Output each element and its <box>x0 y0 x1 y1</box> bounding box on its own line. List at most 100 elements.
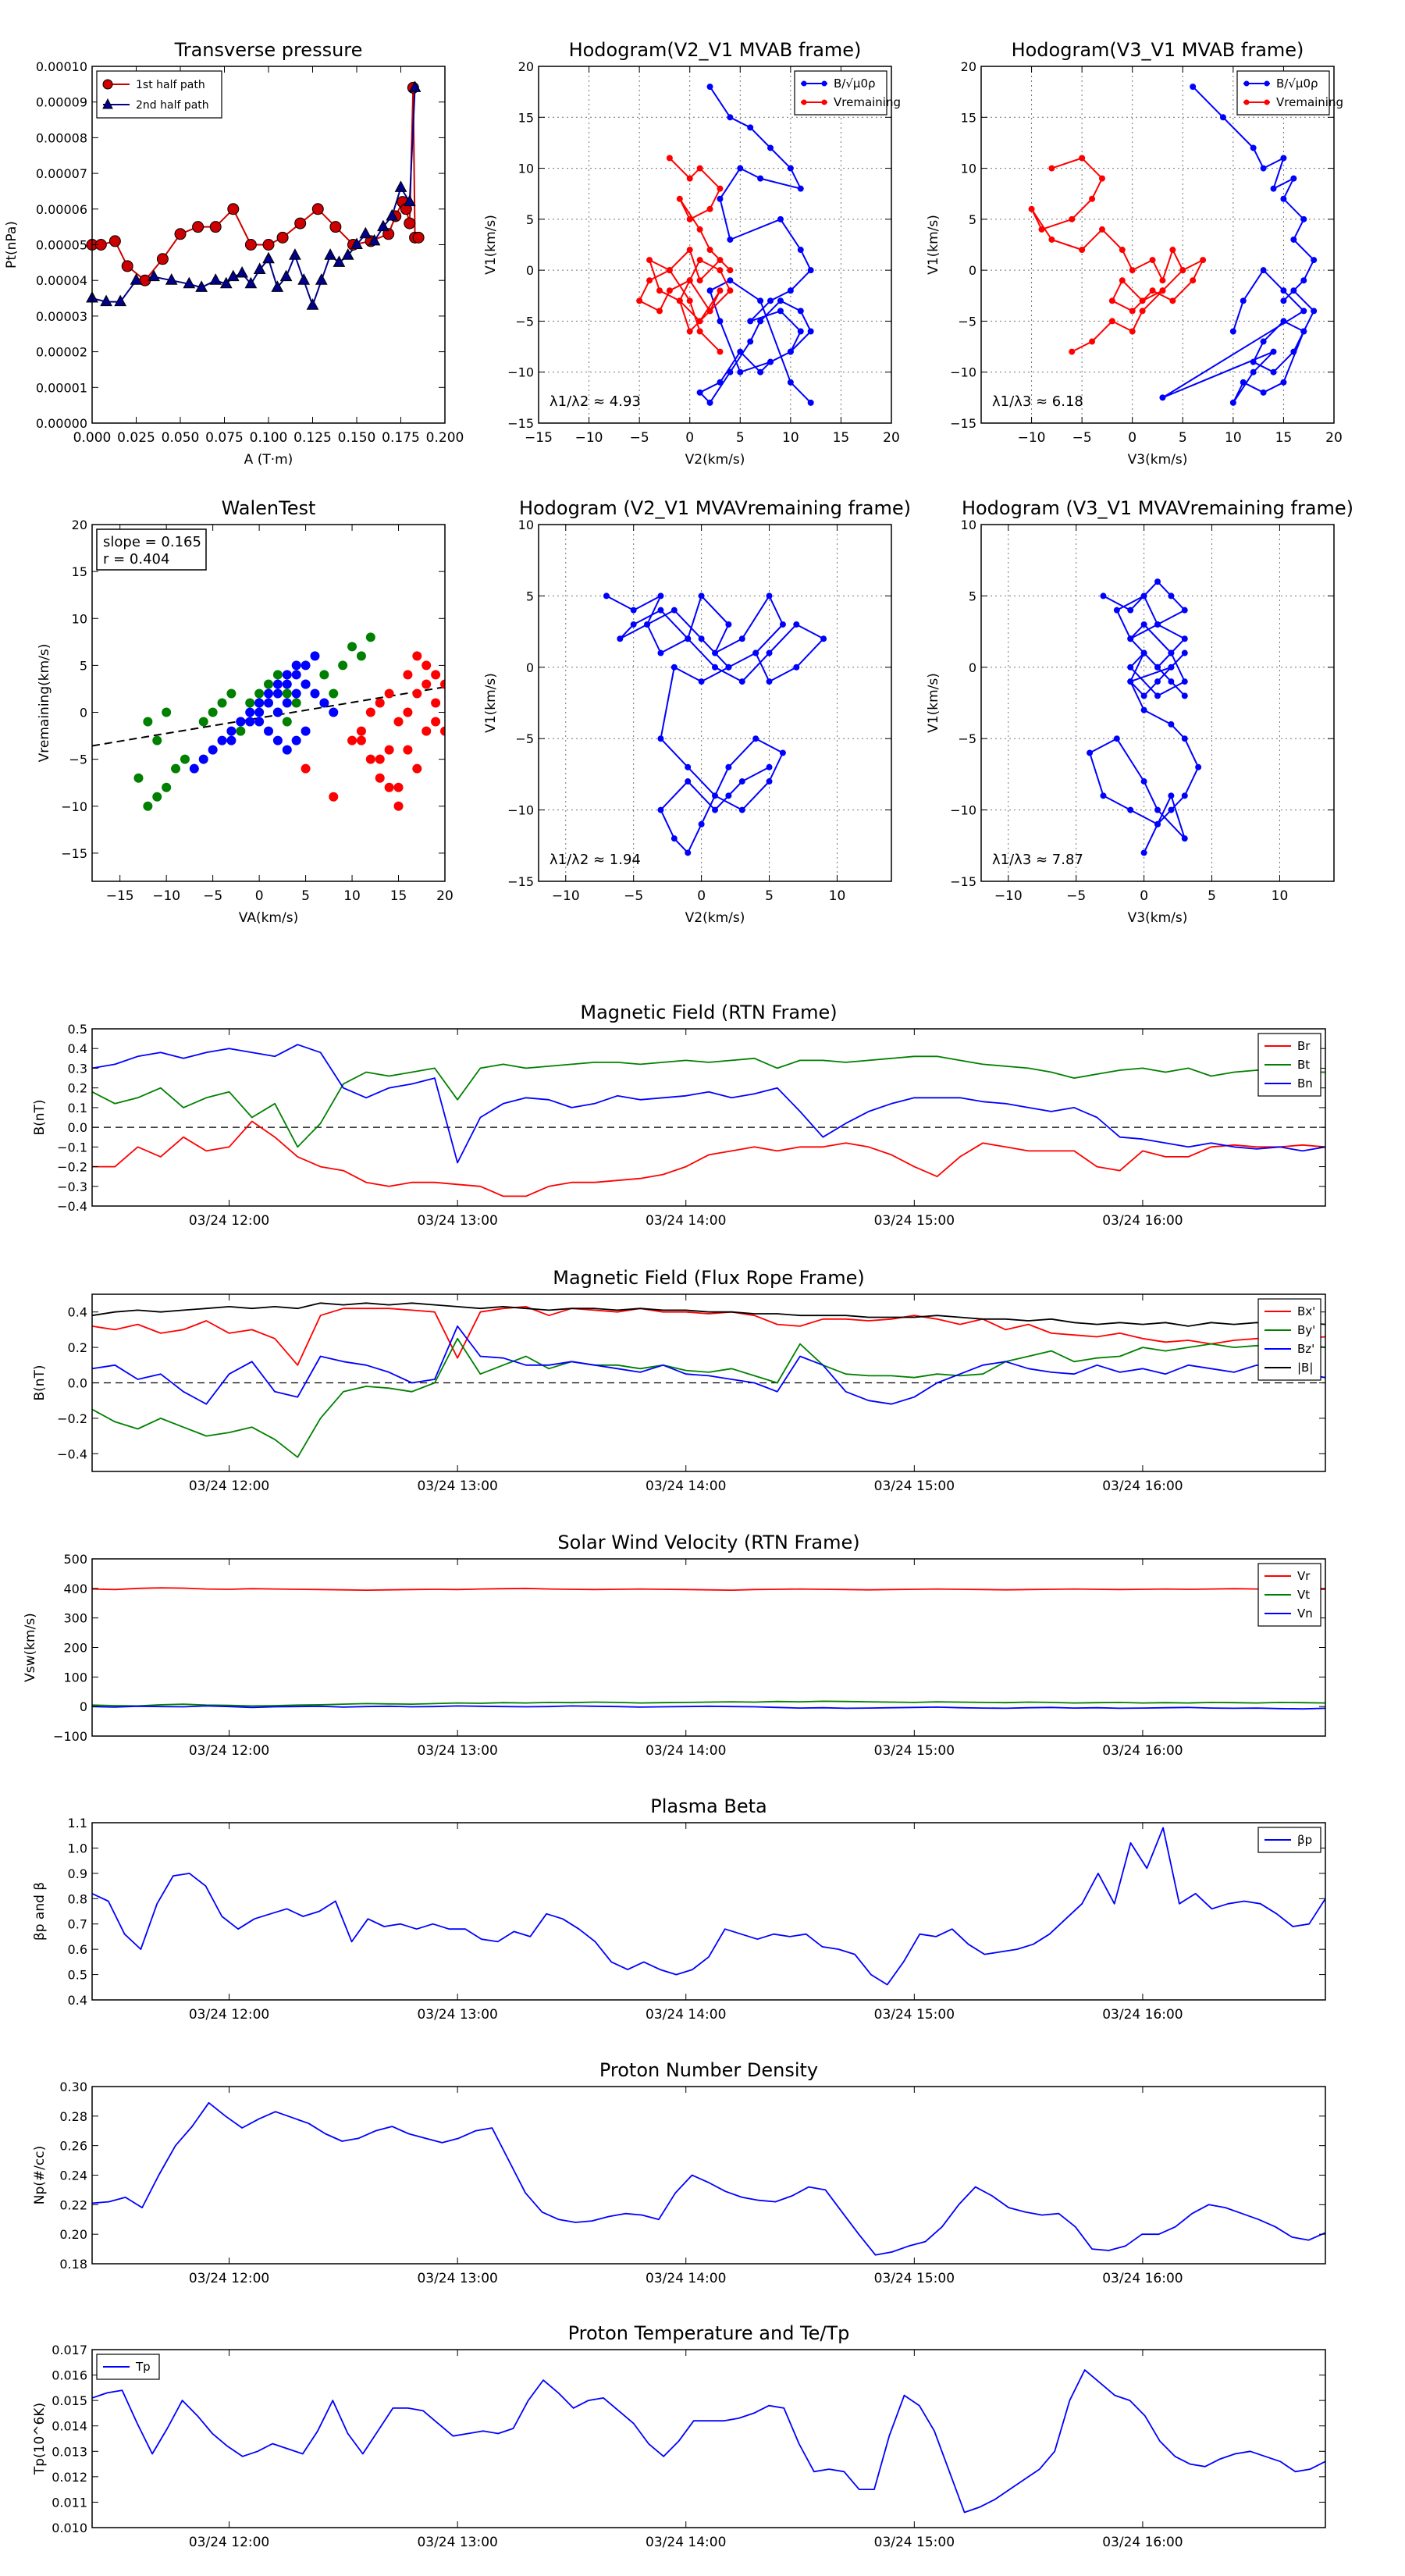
series-1-point <box>272 735 283 745</box>
annotation-text: slope = 0.165 <box>103 534 201 550</box>
axes-frame <box>91 2349 1326 2528</box>
x-tick-label: −10 <box>152 888 180 904</box>
series-vremaining-point <box>1119 277 1126 284</box>
series-1st-half-path-point <box>311 203 324 215</box>
legend-label: Vt <box>1297 1588 1310 1602</box>
series-0-point <box>725 763 732 770</box>
chart-title: Solar Wind Velocity (RTN Frame) <box>557 1532 859 1553</box>
y-tick-label: 0.00009 <box>36 95 87 110</box>
x-tick-label: 03/24 12:00 <box>189 1213 269 1229</box>
series-vremaining-point <box>696 328 703 335</box>
series-2-point <box>412 763 422 774</box>
series-2-point <box>412 688 422 699</box>
series-2nd-half-path-point <box>341 248 354 260</box>
plot-area <box>92 1044 1325 1197</box>
x-axis-label: V2(km/s) <box>685 910 745 926</box>
series-0-point <box>657 592 664 600</box>
series-1-point <box>291 735 301 745</box>
series-2-point <box>393 717 404 727</box>
series-vremaining-point <box>1079 247 1086 254</box>
y-tick-label: 0.2 <box>68 1340 87 1355</box>
series-0-point <box>291 698 301 708</box>
series-1-point <box>329 707 339 717</box>
chart-title: Proton Temperature and Te/Tp <box>568 2322 850 2344</box>
series-vremaining-point <box>1089 195 1096 202</box>
series-0-point <box>1100 792 1107 799</box>
series-vremaining-point <box>686 277 693 284</box>
y-tick-label: 10 <box>518 518 534 532</box>
y-tick-label: 0.30 <box>59 2080 87 2094</box>
series-0-point <box>738 806 745 813</box>
series-2-point <box>422 660 432 671</box>
y-axis-label: V1(km/s) <box>926 215 941 275</box>
x-tick-label: 03/24 13:00 <box>417 2007 497 2023</box>
x-tick-label: −10 <box>575 430 603 446</box>
x-tick-label: 03/24 14:00 <box>646 2007 726 2023</box>
y-tick-label: −0.4 <box>57 1446 87 1461</box>
legend-marker <box>1264 80 1270 87</box>
y-tick-label: −0.2 <box>57 1160 87 1175</box>
series-vremaining-point <box>646 257 653 264</box>
series-0-point <box>670 835 678 842</box>
series-b-0--point <box>1300 308 1307 315</box>
series-vremaining-point <box>686 215 693 222</box>
series-0-point <box>1140 778 1147 785</box>
series-1-point <box>254 698 265 708</box>
series-2-point <box>422 726 432 736</box>
y-axis-label: βp and β <box>32 1882 48 1941</box>
series-vremaining-point <box>1089 338 1096 345</box>
series-1-point <box>301 660 311 671</box>
x-tick-label: 0 <box>697 888 706 904</box>
series-b-0--point <box>1270 368 1277 375</box>
series-1-point <box>282 679 292 689</box>
series-2-point <box>412 651 422 661</box>
series-1st-half-path-point <box>262 239 275 251</box>
y-tick-label: 20 <box>961 59 976 74</box>
series-0-point <box>1168 592 1175 600</box>
axes-frame <box>91 1028 1326 1207</box>
series-b-0--point <box>717 195 724 202</box>
series-bz--line <box>92 1325 1325 1405</box>
series-bx--line <box>92 1306 1325 1366</box>
series-2nd-half-path-point <box>403 194 416 207</box>
x-tick-label: 0.000 <box>73 430 112 446</box>
series-vremaining-point <box>1038 226 1045 233</box>
x-tick-label: 20 <box>436 888 454 904</box>
annotation-text: λ1/λ3 ≈ 7.87 <box>992 852 1083 868</box>
axes-frame <box>538 524 892 882</box>
series-0-point <box>725 664 732 671</box>
series-2nd-half-path-point <box>253 262 266 274</box>
series-0-line <box>92 2101 1325 2256</box>
x-tick-label: 03/24 15:00 <box>874 1213 955 1229</box>
series-0-point <box>245 698 255 708</box>
series-0-point <box>1181 649 1188 656</box>
series-vremaining-point <box>1190 277 1197 284</box>
series-bt-line <box>92 1055 1325 1148</box>
chart-transverse-pressure: 0.000 0.025 0.050 0.075 0.100 0.125 0.150 0.175… <box>4 39 464 468</box>
series-b-0--point <box>757 368 764 375</box>
series-1-point <box>245 717 255 727</box>
x-tick-label: 03/24 15:00 <box>874 2535 955 2550</box>
chart-walen-test: −15 −10 −5 0 5 10 15 20 −15 −10 −5 0 5 10 15 20 WalenTes… <box>37 497 454 926</box>
series-0-point <box>198 717 208 727</box>
series-0-point <box>236 726 246 736</box>
series-vremaining-point <box>1119 247 1126 254</box>
series--b--line <box>92 1302 1325 1327</box>
y-tick-label: 0.00000 <box>36 416 87 431</box>
series-0-point <box>1168 678 1175 685</box>
series-b-0--point <box>1240 379 1247 386</box>
x-tick-label: 5 <box>736 430 745 446</box>
y-axis-label: V1(km/s) <box>483 673 499 733</box>
y-axis-label: B(nT) <box>32 1099 48 1135</box>
x-tick-label: 03/24 13:00 <box>417 1743 497 1759</box>
y-tick-label: 0.4 <box>68 1305 87 1320</box>
axes-frame <box>91 2086 1326 2265</box>
series-vremaining-point <box>717 185 724 192</box>
series-1-point <box>264 698 273 708</box>
y-tick-label: 0.016 <box>52 2368 87 2383</box>
x-tick-label: 0 <box>255 888 264 904</box>
legend-box <box>794 70 887 116</box>
series-vremaining-point <box>717 348 724 355</box>
annotation-text: λ1/λ2 ≈ 1.94 <box>550 852 641 868</box>
